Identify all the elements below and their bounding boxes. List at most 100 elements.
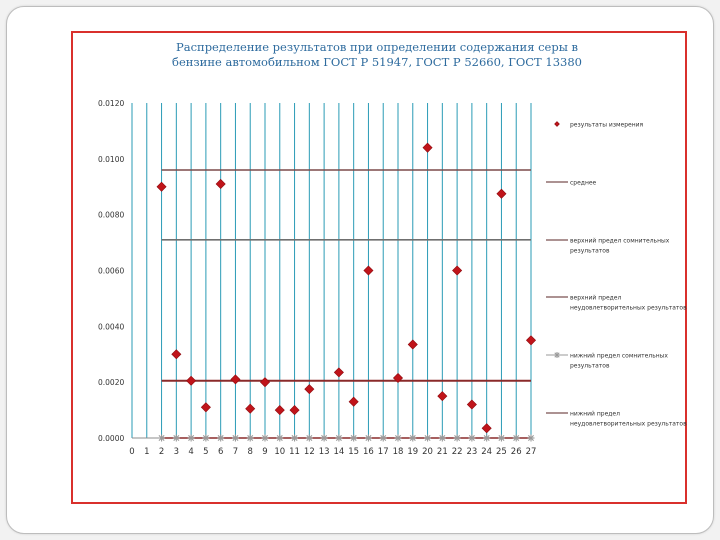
measurement-point: [186, 375, 197, 386]
measurement-point: [171, 349, 182, 360]
y-tick-label: 0.0000: [98, 434, 124, 443]
x-tick-label: 16: [363, 447, 374, 457]
measurement-point: [274, 405, 285, 416]
chart-title-line-2: бензине автомобильном ГОСТ Р 51947, ГОСТ…: [172, 55, 582, 69]
lower-limit-star-point: [320, 434, 328, 442]
x-tick-label: 25: [496, 447, 507, 457]
lower-limit-star-point: [158, 434, 166, 442]
x-tick-label: 13: [319, 447, 330, 457]
x-tick-label: 8: [248, 447, 253, 457]
lower-limit-star-point: [172, 434, 180, 442]
lower-limit-star-point: [438, 434, 446, 442]
x-tick-label: 11: [289, 447, 300, 457]
x-tick-label: 5: [203, 447, 208, 457]
x-tick-label: 19: [407, 447, 418, 457]
x-tick-label: 20: [422, 447, 433, 457]
x-tick-label: 15: [348, 447, 359, 457]
measurement-point: [156, 181, 167, 192]
measurement-point: [422, 142, 433, 153]
legend-label: результатов: [570, 248, 610, 255]
x-tick-label: 6: [218, 447, 223, 457]
measurement-point: [452, 265, 463, 276]
lower-limit-star-point: [364, 434, 372, 442]
y-tick-label: 0.0060: [98, 267, 124, 276]
x-tick-label: 0: [129, 447, 134, 457]
legend-label: неудовлетворительных результатов: [570, 421, 687, 428]
x-tick-label: 26: [511, 447, 522, 457]
lower-limit-star-point: [217, 434, 225, 442]
chart-frame: [71, 31, 687, 504]
measurement-point: [437, 391, 448, 402]
measurement-point: [245, 403, 256, 414]
x-tick-label: 3: [174, 447, 179, 457]
measurement-point: [215, 178, 226, 189]
y-tick-label: 0.0120: [98, 99, 124, 108]
lower-limit-star-point: [231, 434, 239, 442]
x-tick-label: 17: [378, 447, 389, 457]
lower-limit-star-point: [453, 434, 461, 442]
x-tick-label: 23: [466, 447, 477, 457]
chart-title-line-1: Распределение результатов при определени…: [176, 40, 578, 54]
lower-limit-star-point: [261, 434, 269, 442]
x-tick-label: 4: [188, 447, 193, 457]
lower-limit-star-point: [424, 434, 432, 442]
y-tick-label: 0.0020: [98, 378, 124, 387]
lower-limit-star-point: [246, 434, 254, 442]
x-tick-label: 24: [481, 447, 492, 457]
lower-limit-star-point: [497, 434, 505, 442]
legend-marker-star: [554, 352, 560, 358]
lower-limit-star-point: [305, 434, 313, 442]
measurement-point: [304, 384, 315, 395]
measurement-point: [333, 367, 344, 378]
measurement-point: [259, 377, 271, 388]
x-tick-label: 22: [452, 447, 463, 457]
x-tick-label: 18: [393, 447, 404, 457]
legend-label: нижний предел сомнительных: [570, 353, 668, 360]
legend-marker-diamond: [554, 121, 560, 127]
measurement-point: [200, 402, 211, 413]
legend-label: верхний предел сомнительных: [570, 238, 670, 245]
legend-label: верхний предел: [570, 295, 621, 302]
measurement-point: [525, 335, 537, 346]
x-tick-label: 12: [304, 447, 315, 457]
lower-limit-star-point: [394, 434, 402, 442]
lower-limit-star-point: [276, 434, 284, 442]
lower-limit-star-point: [187, 434, 195, 442]
y-tick-label: 0.0040: [98, 322, 124, 331]
measurement-point: [481, 423, 492, 434]
legend-label: результаты измерения: [570, 122, 644, 129]
measurement-point: [363, 265, 374, 276]
x-tick-label: 14: [333, 447, 344, 457]
measurement-point: [392, 372, 404, 384]
x-tick-label: 21: [437, 447, 448, 457]
lower-limit-star-point: [512, 434, 520, 442]
lower-limit-star-point: [409, 434, 417, 442]
lower-limit-star-point: [527, 434, 535, 442]
y-tick-label: 0.0080: [98, 211, 124, 220]
lower-limit-star-point: [291, 434, 299, 442]
measurement-point: [230, 374, 241, 385]
x-tick-label: 7: [233, 447, 238, 457]
lower-limit-star-point: [468, 434, 476, 442]
lower-limit-star-point: [379, 434, 387, 442]
measurement-point: [289, 405, 300, 416]
measurement-point: [466, 399, 477, 410]
legend-label: нижний предел: [570, 411, 620, 418]
x-tick-label: 10: [274, 447, 285, 457]
lower-limit-star-point: [483, 434, 491, 442]
x-tick-label: 1: [144, 447, 149, 457]
lower-limit-star-point: [350, 434, 358, 442]
x-tick-label: 9: [262, 447, 267, 457]
legend-label: неудовлетворительных результатов: [570, 305, 687, 312]
x-tick-label: 27: [526, 447, 537, 457]
x-tick-label: 2: [159, 447, 164, 457]
chart-title: Распределение результатов при определени…: [71, 40, 683, 70]
measurement-point: [496, 188, 507, 199]
measurement-point: [407, 339, 418, 350]
legend-label: среднее: [570, 180, 597, 187]
lower-limit-star-point: [335, 434, 343, 442]
lower-limit-star-point: [202, 434, 210, 442]
measurement-point: [348, 396, 359, 407]
legend-label: результатов: [570, 363, 610, 370]
